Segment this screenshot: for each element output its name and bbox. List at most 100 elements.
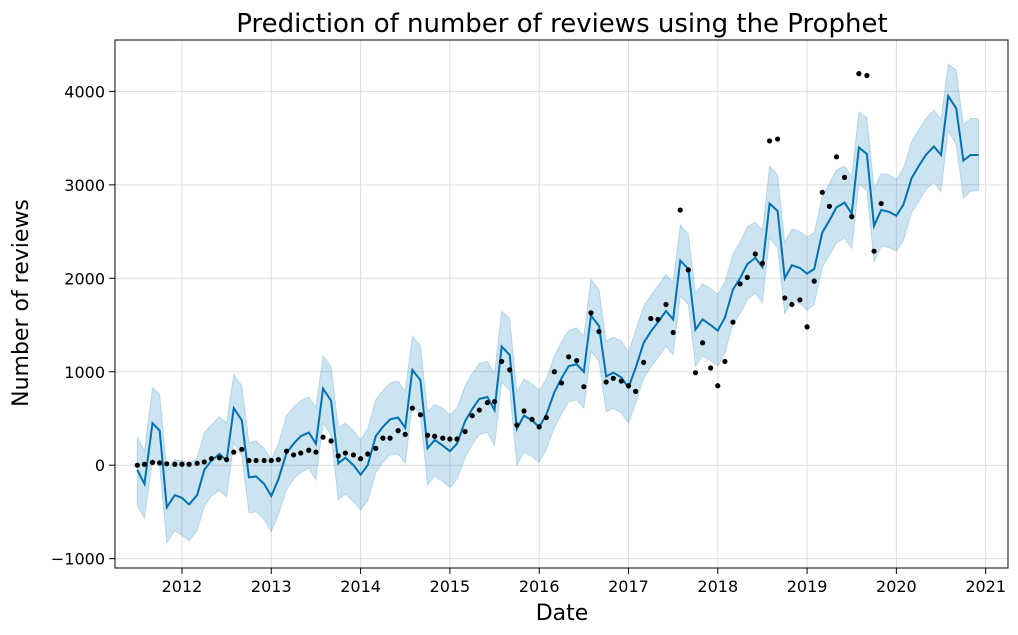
- y-axis-ticks: −1000 0 1000 2000 3000 4000: [51, 82, 115, 569]
- actual-point: [239, 446, 245, 452]
- actual-point: [246, 457, 252, 464]
- actual-point: [789, 301, 795, 308]
- actual-point: [641, 359, 647, 366]
- actual-points-layer: [134, 71, 884, 468]
- x-tick-label: 2021: [965, 577, 1006, 596]
- actual-point: [826, 203, 833, 209]
- actual-point: [737, 281, 743, 287]
- actual-point: [811, 278, 817, 284]
- y-tick-label: 0: [95, 456, 105, 475]
- actual-point: [231, 449, 237, 455]
- actual-point: [328, 438, 334, 444]
- actual-point: [596, 328, 602, 335]
- actual-point: [409, 405, 415, 411]
- actual-point: [179, 461, 185, 467]
- actual-point: [402, 431, 408, 437]
- actual-point: [224, 456, 230, 463]
- actual-point: [625, 383, 632, 389]
- y-tick-label: 2000: [64, 269, 105, 288]
- x-tick-label: 2014: [340, 577, 381, 596]
- forecast-line: [136, 93, 979, 511]
- actual-point: [357, 456, 364, 462]
- actual-point: [722, 358, 728, 365]
- actual-point: [440, 435, 446, 441]
- actual-point: [447, 436, 453, 442]
- actual-point: [833, 154, 840, 160]
- actual-point: [499, 358, 505, 365]
- actual-point: [313, 449, 319, 455]
- actual-point: [507, 367, 513, 373]
- actual-point: [551, 369, 557, 375]
- actual-point: [172, 461, 178, 467]
- actual-point: [395, 428, 401, 434]
- actual-point: [566, 354, 572, 360]
- actual-point: [670, 329, 676, 336]
- actual-point: [864, 72, 870, 79]
- actual-point: [759, 260, 766, 266]
- actual-point: [424, 432, 431, 438]
- y-tick-label: 4000: [64, 82, 105, 101]
- actual-point: [491, 399, 498, 405]
- actual-point: [708, 365, 714, 371]
- actual-point: [715, 383, 721, 389]
- actual-point: [558, 380, 565, 386]
- actual-point: [677, 207, 683, 213]
- actual-point: [320, 434, 326, 440]
- actual-point: [529, 416, 535, 423]
- actual-point: [291, 452, 297, 458]
- grid: [115, 40, 1008, 568]
- actual-point: [342, 450, 348, 456]
- actual-point: [298, 450, 304, 456]
- actual-point: [283, 448, 290, 454]
- actual-point: [782, 295, 788, 301]
- actual-point: [603, 379, 609, 385]
- actual-point: [350, 452, 357, 458]
- actual-point: [157, 460, 163, 466]
- actual-point: [699, 340, 706, 346]
- actual-point: [648, 315, 654, 322]
- actual-point: [521, 408, 527, 414]
- actual-point: [149, 459, 156, 465]
- x-tick-label: 2020: [876, 577, 917, 596]
- actual-point: [856, 71, 862, 77]
- actual-point: [417, 412, 424, 418]
- actual-point: [841, 174, 848, 180]
- x-tick-label: 2015: [430, 577, 471, 596]
- x-tick-label: 2013: [251, 577, 292, 596]
- actual-point: [797, 297, 803, 303]
- actual-point: [878, 200, 884, 207]
- actual-point: [543, 414, 549, 421]
- actual-point: [536, 424, 542, 430]
- actual-point: [134, 462, 140, 468]
- actual-point: [335, 453, 341, 459]
- x-tick-label: 2018: [697, 577, 738, 596]
- actual-point: [141, 461, 148, 467]
- actual-point: [216, 455, 223, 461]
- actual-point: [685, 267, 691, 273]
- x-axis-label: Date: [536, 601, 589, 626]
- x-axis-ticks: 2012 2013 2014 2015 2016 2017 2018 2019 2020 2021: [162, 568, 1006, 596]
- actual-point: [261, 457, 267, 464]
- actual-point: [849, 214, 855, 220]
- actual-point: [744, 274, 750, 280]
- actual-point: [752, 251, 758, 257]
- actual-point: [692, 370, 699, 376]
- actual-point: [476, 407, 482, 413]
- actual-point: [164, 461, 170, 467]
- actual-point: [574, 357, 580, 364]
- chart-title: Prediction of number of reviews using th…: [236, 9, 887, 39]
- actual-point: [186, 461, 192, 467]
- actual-point: [268, 457, 274, 464]
- actual-point: [775, 136, 781, 142]
- actual-point: [766, 138, 773, 144]
- actual-point: [194, 460, 200, 466]
- y-tick-label: 3000: [64, 176, 105, 195]
- actual-point: [306, 447, 312, 453]
- x-tick-label: 2012: [162, 577, 203, 596]
- actual-point: [432, 433, 438, 439]
- uncertainty-band: [136, 63, 980, 545]
- actual-point: [275, 456, 282, 463]
- actual-point: [462, 428, 468, 435]
- x-tick-label: 2019: [787, 577, 828, 596]
